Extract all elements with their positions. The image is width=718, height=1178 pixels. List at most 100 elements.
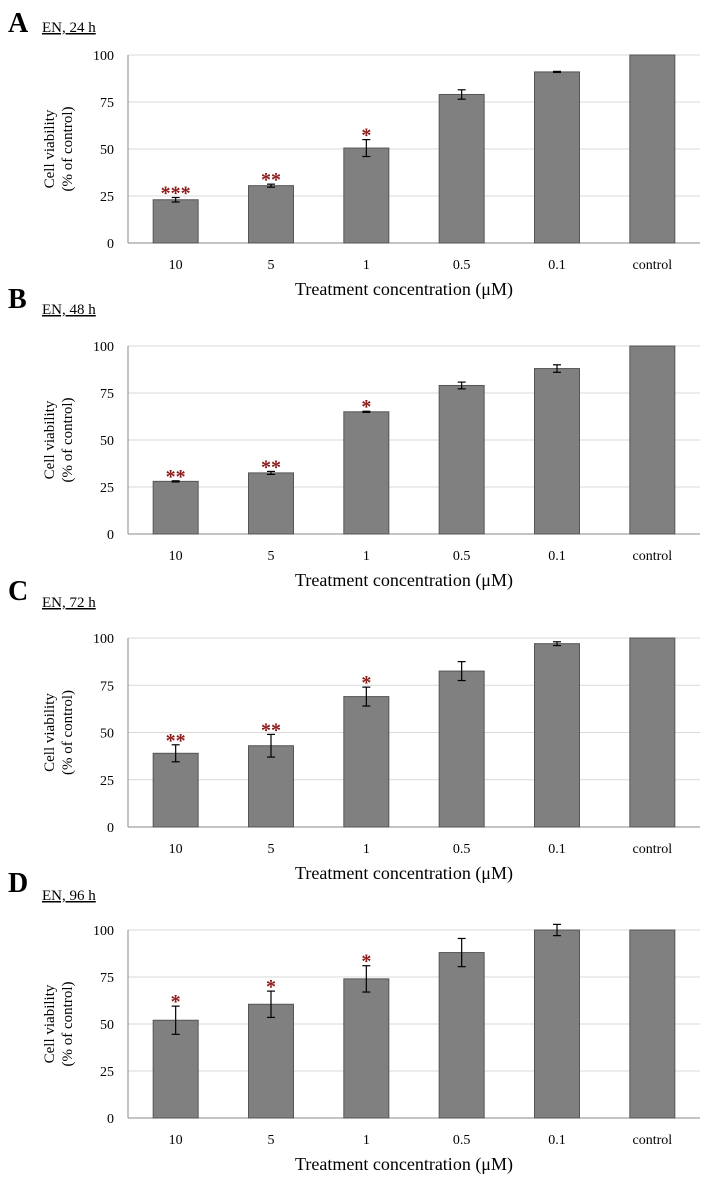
y-axis-title-line1: Cell viability: [42, 693, 58, 772]
panel-title: EN, 96 h: [42, 888, 96, 904]
bar-1: [343, 411, 390, 535]
y-tick-label: 100: [93, 49, 114, 64]
y-tick-label: 25: [100, 1065, 114, 1080]
error-bar: [171, 744, 180, 763]
x-tick-label: 5: [268, 842, 275, 857]
bar-control: [629, 345, 676, 535]
error-bar: [553, 641, 561, 647]
y-tick-label: 75: [100, 96, 114, 111]
bar-5: [248, 185, 294, 244]
error-bar: [267, 733, 275, 758]
error-bar: [362, 965, 371, 993]
y-tick-label: 0: [107, 237, 114, 252]
y-tick-label: 0: [107, 1112, 114, 1127]
bar-0.1: [534, 71, 580, 244]
significance-marker: *: [171, 991, 181, 1013]
x-tick-label: 10: [169, 1133, 183, 1148]
significance-marker: *: [361, 396, 371, 418]
bar-control: [629, 929, 676, 1119]
bar-0.5: [438, 93, 485, 244]
y-tick-label: 0: [107, 528, 114, 543]
error-bar: [457, 89, 466, 100]
y-axis-title-line1: Cell viability: [42, 109, 58, 188]
x-tick-label: control: [633, 1133, 673, 1148]
error-bar: [553, 364, 561, 373]
y-tick-label: 50: [100, 1018, 114, 1033]
bar-0.1: [534, 929, 580, 1119]
x-tick-label: 5: [268, 1133, 275, 1148]
y-axis-title-line2: (% of control): [60, 690, 76, 775]
x-tick-label: 0.1: [548, 842, 566, 857]
significance-marker: **: [166, 466, 186, 488]
y-tick-label: 25: [100, 190, 114, 205]
x-tick-label: 10: [169, 842, 183, 857]
significance-marker: *: [266, 976, 276, 998]
y-tick-label: 25: [100, 774, 114, 789]
x-tick-label: 0.5: [453, 258, 471, 273]
error-bar: [457, 937, 466, 968]
significance-marker: **: [166, 730, 186, 752]
panel-letter: C: [8, 576, 28, 607]
bar-0.1: [534, 643, 580, 828]
y-axis-title: Cell viability (% of control): [42, 398, 76, 483]
panel-letter: B: [8, 284, 27, 315]
y-axis-title-line2: (% of control): [60, 982, 76, 1067]
error-bar: [171, 1005, 180, 1035]
panel-letter: D: [8, 868, 28, 899]
x-tick-label: 5: [268, 549, 275, 564]
error-bar: [267, 990, 275, 1019]
x-tick-label: 1: [363, 1133, 370, 1148]
x-tick-label: 0.1: [548, 258, 566, 273]
error-bar: [362, 139, 371, 158]
chart-panel-d: D EN, 96 h 0 25 50 75 100 * 10 * 5 * 1 0.5 0.1 control T…: [8, 868, 700, 1175]
x-tick-label: 1: [363, 549, 370, 564]
y-tick-label: 100: [93, 924, 114, 939]
y-axis-title-line1: Cell viability: [42, 984, 58, 1063]
chart-panel-c: C EN, 72 h 0 25 50 75 100 ** 10 ** 5 * 1 0.5 0.1 contro…: [8, 576, 700, 884]
x-tick-label: 0.5: [453, 1133, 471, 1148]
error-bar: [553, 923, 561, 937]
panel-title: EN, 24 h: [42, 20, 96, 36]
x-tick-label: 0.5: [453, 549, 471, 564]
chart-panel-b: B EN, 48 h 0 25 50 75 100 ** 10 ** 5 * 1 0.5 0.1 contro…: [8, 284, 700, 591]
panel-title: EN, 48 h: [42, 302, 96, 318]
error-bar: [171, 480, 180, 483]
y-tick-label: 0: [107, 821, 114, 836]
significance-marker: ***: [161, 183, 191, 205]
x-tick-label: 0.5: [453, 842, 471, 857]
significance-marker: **: [261, 169, 281, 191]
bar-5: [248, 472, 294, 535]
x-tick-label: control: [633, 258, 673, 273]
bar-control: [629, 637, 676, 828]
bar-5: [248, 745, 294, 828]
x-tick-label: 10: [169, 549, 183, 564]
x-axis-title: Treatment concentration (μM): [295, 279, 513, 300]
bar-0.5: [438, 670, 485, 828]
y-tick-label: 50: [100, 143, 114, 158]
bar-10: [152, 1019, 199, 1119]
panel-letter: A: [8, 8, 29, 39]
bar-10: [152, 480, 199, 535]
significance-marker: *: [361, 125, 371, 147]
x-axis-title: Treatment concentration (μM): [295, 863, 513, 884]
y-tick-label: 50: [100, 727, 114, 742]
bar-0.5: [438, 952, 485, 1119]
y-axis-title-line1: Cell viability: [42, 400, 58, 479]
error-bar: [457, 381, 466, 390]
x-axis-title: Treatment concentration (μM): [295, 570, 513, 591]
significance-marker: *: [361, 672, 371, 694]
bar-0.1: [534, 368, 580, 535]
error-bar: [457, 661, 466, 682]
y-tick-label: 75: [100, 679, 114, 694]
y-tick-label: 50: [100, 434, 114, 449]
significance-marker: *: [361, 951, 371, 973]
y-tick-label: 75: [100, 971, 114, 986]
x-tick-label: 1: [363, 258, 370, 273]
y-tick-label: 25: [100, 481, 114, 496]
y-tick-label: 100: [93, 340, 114, 355]
bar-0.5: [438, 384, 485, 535]
y-axis-title-line2: (% of control): [60, 107, 76, 192]
bar-10: [152, 199, 199, 244]
error-bar: [267, 183, 275, 188]
y-axis-title-line2: (% of control): [60, 398, 76, 483]
